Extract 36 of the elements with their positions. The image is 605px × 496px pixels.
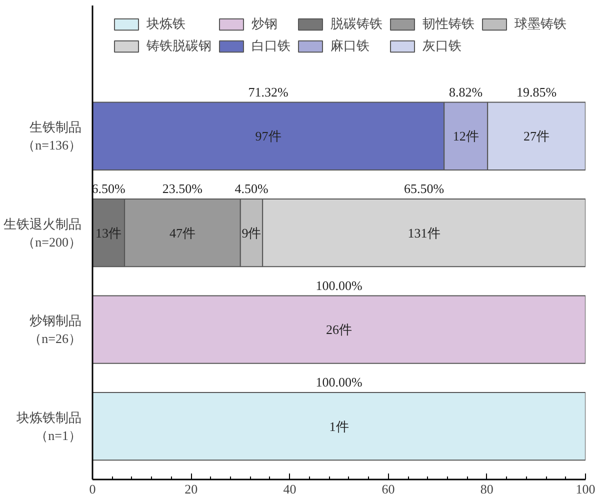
legend-label: 块炼铁: [146, 15, 186, 33]
legend-label: 铸铁脱碳钢: [146, 37, 212, 55]
x-tick-label: 80: [480, 482, 494, 496]
legend-label: 灰口铁: [422, 37, 462, 55]
legend-label: 脱碳铸铁: [330, 15, 382, 33]
legend-label: 炒钢: [252, 15, 278, 33]
y-tick-label: 块炼铁制品（n=1）: [16, 410, 82, 443]
data-label: 100.00%: [316, 278, 362, 293]
legend-label: 韧性铸铁: [422, 15, 474, 33]
annotation: 13件: [96, 225, 122, 240]
legend-label: 麻口铁: [330, 37, 370, 55]
annotation: 27件: [524, 128, 550, 144]
y-tick-label: 炒钢制品（n=26）: [28, 313, 82, 346]
x-tick-label: 40: [283, 482, 296, 496]
annotation: 131件: [408, 225, 440, 240]
legend-label: 白口铁: [252, 37, 290, 55]
x-tick-label: 0: [89, 482, 96, 496]
data-label: 100.00%: [316, 374, 362, 390]
data-label: 23.50%: [162, 181, 203, 196]
annotation: 26件: [326, 322, 352, 338]
x-tick-label: 100: [576, 482, 596, 496]
annotation: 12件: [452, 128, 479, 144]
annotation: 47件: [169, 225, 196, 240]
data-label: 8.82%: [449, 84, 483, 100]
x-tick-label: 20: [184, 482, 198, 496]
legend-label: 球墨铸铁: [514, 15, 566, 33]
y-tick-label: 生铁制品（n=136）: [22, 120, 82, 153]
data-label: 65.50%: [404, 181, 444, 196]
annotation: 9件: [242, 225, 262, 240]
x-tick-label: 60: [382, 482, 395, 496]
data-label: 19.85%: [516, 84, 557, 100]
annotation: 1件: [329, 418, 349, 434]
data-label: 71.32%: [248, 84, 289, 100]
data-label: 4.50%: [234, 181, 268, 196]
y-tick-label: 生铁退火制品（n=200）: [4, 216, 82, 250]
annotation: 97件: [255, 128, 282, 144]
